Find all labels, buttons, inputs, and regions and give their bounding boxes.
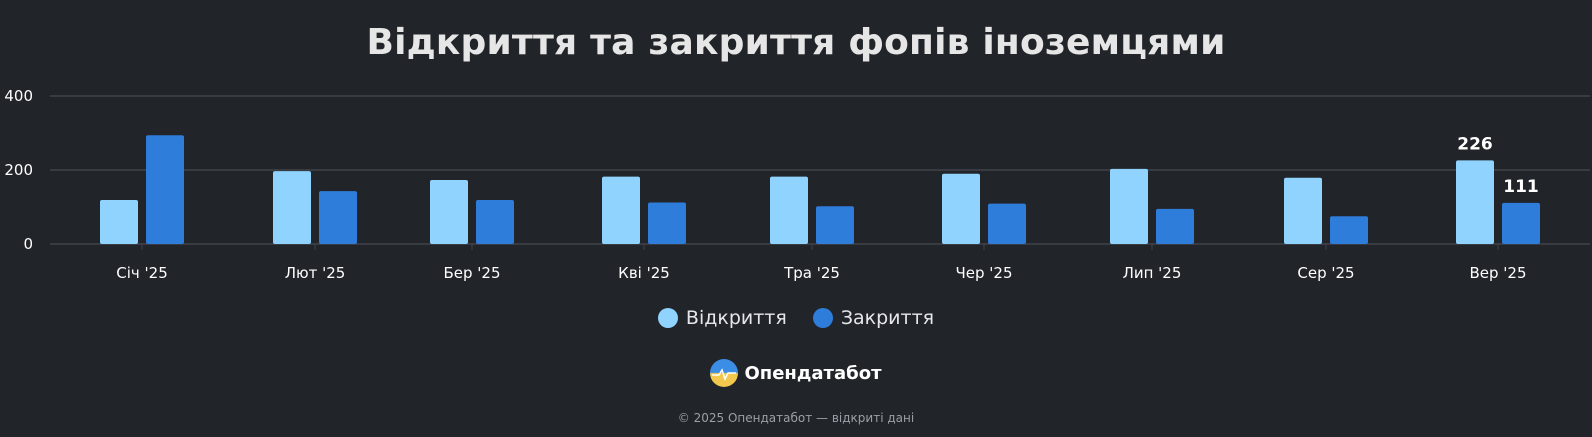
x-tick-label: Лип '25 <box>1123 264 1182 282</box>
x-tick-label: Бер '25 <box>443 264 500 282</box>
x-tick-label: Сер '25 <box>1297 264 1354 282</box>
brand-logo-icon <box>710 359 739 387</box>
legend-label-closed: Закриття <box>840 307 935 329</box>
x-tick-label: Кві '25 <box>618 264 670 282</box>
y-tick-label: 200 <box>4 161 33 179</box>
legend-item-closed[interactable]: Закриття <box>812 307 935 329</box>
bar-opened <box>1284 177 1322 244</box>
brand: Опендатабот <box>0 359 1592 387</box>
chart-title: Відкриття та закриття фопів іноземцями <box>366 22 1226 63</box>
x-tick-label: Вер '25 <box>1469 264 1526 282</box>
bar-closed <box>988 203 1026 244</box>
legend-label-opened: Відкриття <box>685 307 787 329</box>
bar-closed <box>146 135 184 244</box>
bar-opened <box>942 173 980 244</box>
bar-opened <box>1456 160 1494 244</box>
legend-dot-closed <box>812 308 833 328</box>
bar-closed <box>1502 202 1540 244</box>
chart-legend: Відкриття Закриття <box>0 307 1592 329</box>
legend-dot-opened <box>657 308 678 328</box>
bar-closed <box>476 199 514 244</box>
legend-item-opened[interactable]: Відкриття <box>657 307 787 329</box>
brand-name: Опендатабот <box>744 362 882 384</box>
footer-copyright: © 2025 Опендатабот — відкриті дані <box>677 411 915 425</box>
bar-closed <box>1156 208 1194 244</box>
x-tick-label: Січ '25 <box>116 264 167 282</box>
bar-opened <box>602 176 640 244</box>
bar-closed <box>816 206 854 244</box>
data-label: 226 <box>1457 134 1493 154</box>
x-tick-label: Лют '25 <box>285 264 346 282</box>
bar-closed <box>319 191 357 244</box>
x-tick-label: Чер '25 <box>955 264 1012 282</box>
bar-opened <box>1110 168 1148 244</box>
bar-opened <box>100 199 138 244</box>
bar-opened <box>770 176 808 244</box>
bar-closed <box>648 202 686 244</box>
bar-chart: 0 200 400 Січ '25 Лют '25 Бер '25 Кві '25 Тра '… <box>4 87 1590 282</box>
x-tick-label: Тра '25 <box>783 264 840 282</box>
bar-opened <box>430 179 468 244</box>
y-tick-label: 0 <box>23 235 33 253</box>
bar-opened <box>273 171 311 244</box>
bar-closed <box>1330 216 1368 244</box>
y-tick-label: 400 <box>4 87 33 105</box>
data-label: 111 <box>1503 177 1539 197</box>
